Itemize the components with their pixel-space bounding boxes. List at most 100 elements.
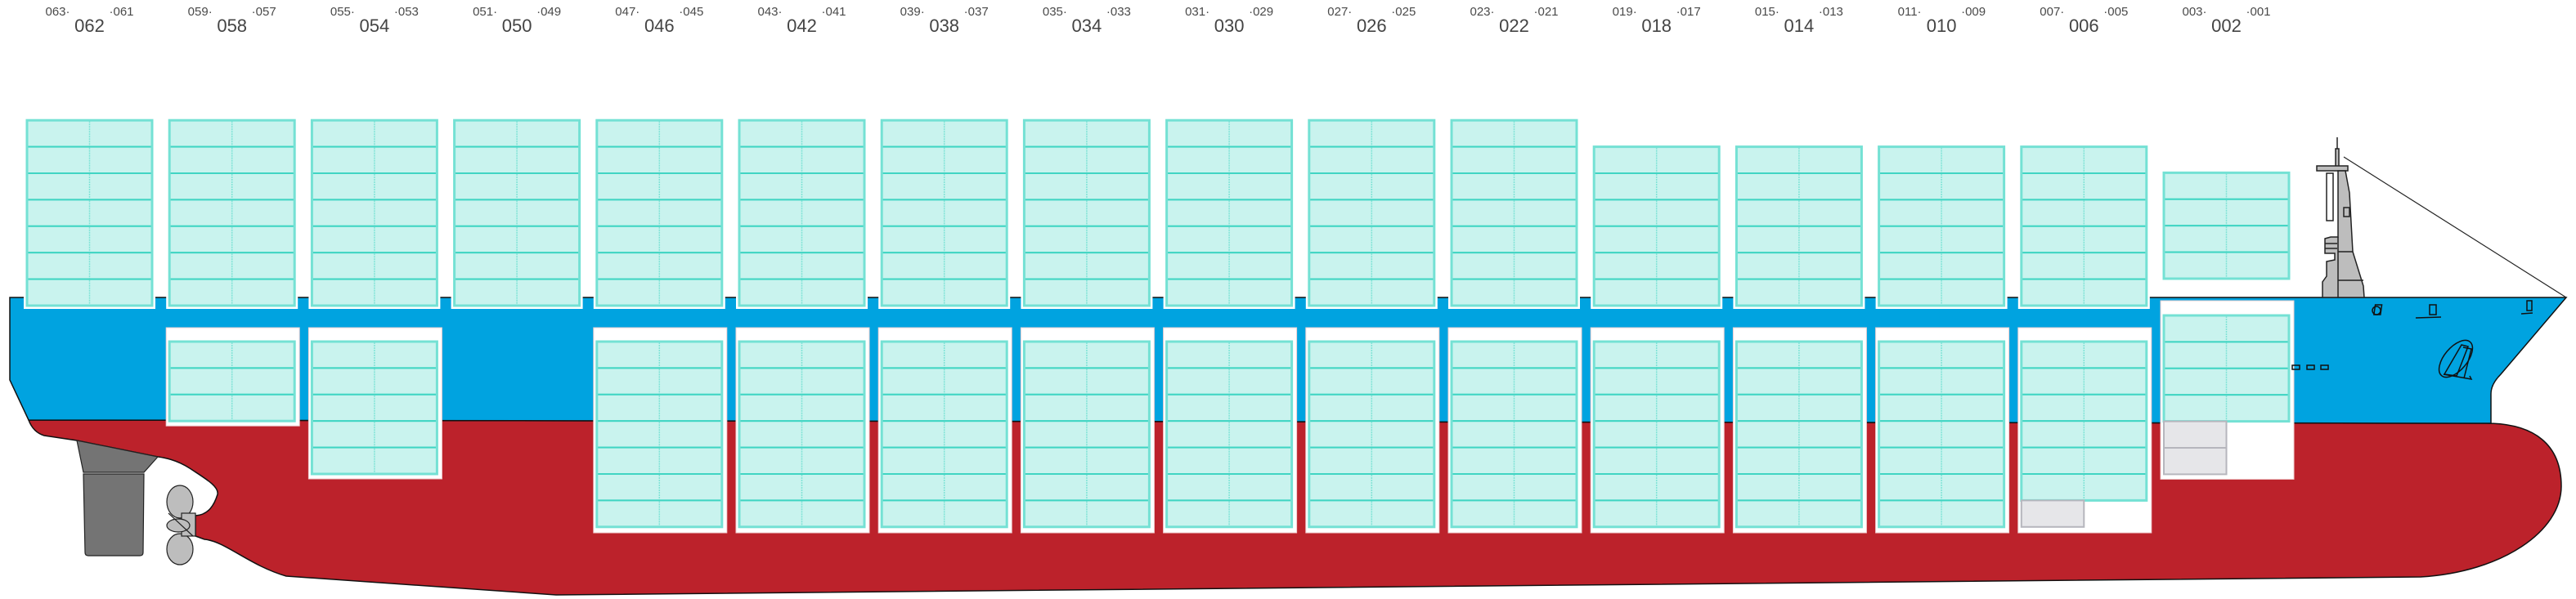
hold-tier bbox=[738, 341, 865, 369]
deck-tier bbox=[2163, 198, 2290, 227]
deck-tier bbox=[881, 172, 1008, 201]
hold-tier bbox=[881, 341, 1008, 369]
deck-stack bbox=[1448, 118, 1580, 309]
hold-tier bbox=[738, 367, 865, 396]
hold-outline bbox=[1735, 340, 1863, 529]
bay-062 bbox=[24, 118, 155, 309]
deck-stack bbox=[593, 118, 725, 309]
deck-tier bbox=[168, 225, 296, 254]
bay-006 bbox=[2017, 144, 2152, 534]
deck-stack bbox=[736, 118, 868, 309]
deck-tier bbox=[738, 252, 865, 280]
hold-stack bbox=[1020, 327, 1155, 534]
bay-014 bbox=[1732, 144, 1867, 534]
deck-tier bbox=[1451, 278, 1577, 307]
bay-number-label: 042 bbox=[787, 16, 817, 36]
fwd-odd-bay-label: 063· bbox=[45, 5, 70, 19]
hold-tier bbox=[2163, 394, 2290, 422]
deck-outline bbox=[880, 118, 1008, 307]
deck-tier bbox=[881, 119, 1008, 148]
hold-tier bbox=[1878, 341, 2005, 369]
deck-tier bbox=[738, 199, 865, 227]
deck-tier bbox=[595, 145, 723, 175]
hold-tier bbox=[1308, 393, 1435, 422]
hold-tier bbox=[1878, 473, 2005, 502]
hold-tier bbox=[2020, 446, 2147, 475]
hold-tier bbox=[1735, 473, 1863, 502]
hold-tier bbox=[1451, 446, 1577, 475]
hold-tier bbox=[881, 446, 1008, 475]
bay-058 bbox=[165, 118, 300, 427]
hold-tier bbox=[311, 420, 438, 449]
foremast-icon bbox=[2316, 137, 2567, 298]
deck-tier bbox=[1023, 119, 1151, 148]
hold-tier bbox=[1165, 393, 1293, 422]
bay-stacks bbox=[24, 118, 2295, 534]
hold-tier bbox=[595, 367, 723, 396]
deck-outline bbox=[1165, 118, 1294, 307]
deck-tier bbox=[1735, 172, 1863, 201]
deck-tier bbox=[1308, 172, 1435, 201]
deck-tier bbox=[2020, 252, 2147, 280]
hold-stack bbox=[307, 327, 442, 480]
deck-tier bbox=[595, 252, 723, 280]
hold-tier bbox=[738, 420, 865, 449]
deck-tier bbox=[738, 172, 865, 201]
hold-tier bbox=[881, 473, 1008, 502]
deck-tier bbox=[1735, 278, 1863, 307]
hold-tier bbox=[595, 446, 723, 475]
hold-tier bbox=[168, 341, 296, 369]
bay-label-062: 063· ·061 062 bbox=[45, 5, 133, 36]
hold-tier bbox=[881, 393, 1008, 422]
hold-tier bbox=[1451, 367, 1577, 396]
hold-tier bbox=[1308, 420, 1435, 449]
deck-tier bbox=[1878, 252, 2005, 280]
empty-slot bbox=[2163, 447, 2228, 476]
bay-046 bbox=[593, 118, 728, 534]
hold-tier bbox=[1593, 393, 1721, 422]
hold-tier bbox=[311, 393, 438, 422]
deck-tier bbox=[1023, 252, 1151, 280]
bay-026 bbox=[1305, 118, 1440, 534]
deck-tier bbox=[1308, 199, 1435, 227]
deck-tier bbox=[311, 278, 438, 307]
hold-stack bbox=[2017, 327, 2152, 534]
deck-tier bbox=[168, 199, 296, 227]
hold-tier bbox=[738, 393, 865, 422]
deck-stack bbox=[1733, 144, 1865, 309]
hold-tier bbox=[1451, 420, 1577, 449]
aft-odd-bay-label: ·045 bbox=[679, 5, 703, 19]
deck-tier bbox=[453, 199, 581, 227]
deck-tier bbox=[453, 225, 581, 254]
deck-tier bbox=[2020, 278, 2147, 307]
hold-tier bbox=[595, 499, 723, 528]
deck-tier bbox=[1165, 252, 1293, 280]
bay-054 bbox=[307, 118, 442, 480]
deck-tier bbox=[2020, 145, 2147, 175]
hold-tier bbox=[1593, 367, 1721, 396]
aft-odd-bay-label: ·061 bbox=[109, 5, 133, 19]
fwd-odd-bay-label: 007· bbox=[2040, 5, 2064, 19]
bay-label-030: 031· ·029 030 bbox=[1185, 5, 1273, 36]
deck-tier bbox=[1451, 252, 1577, 280]
hold-tier bbox=[1023, 341, 1151, 369]
hold-stack bbox=[1875, 327, 2010, 534]
deck-stack bbox=[1021, 118, 1153, 309]
aft-odd-bay-label: ·009 bbox=[1961, 5, 1986, 19]
bay-050 bbox=[451, 118, 583, 309]
hold-tier bbox=[311, 446, 438, 475]
bay-number-label: 006 bbox=[2069, 16, 2099, 36]
fwd-odd-bay-label: 039· bbox=[900, 5, 925, 19]
hold-tier bbox=[1451, 473, 1577, 502]
deck-tier bbox=[168, 172, 296, 201]
hold-tier bbox=[1593, 420, 1721, 449]
fwd-odd-bay-label: 043· bbox=[757, 5, 782, 19]
deck-tier bbox=[738, 145, 865, 175]
deck-tier bbox=[1165, 199, 1293, 227]
anchor-icon bbox=[2438, 339, 2474, 380]
hold-outline bbox=[1165, 340, 1294, 529]
bay-label-018: 019· ·017 018 bbox=[1613, 5, 1701, 36]
hold-tier bbox=[1023, 473, 1151, 502]
propeller-icon bbox=[166, 485, 196, 565]
